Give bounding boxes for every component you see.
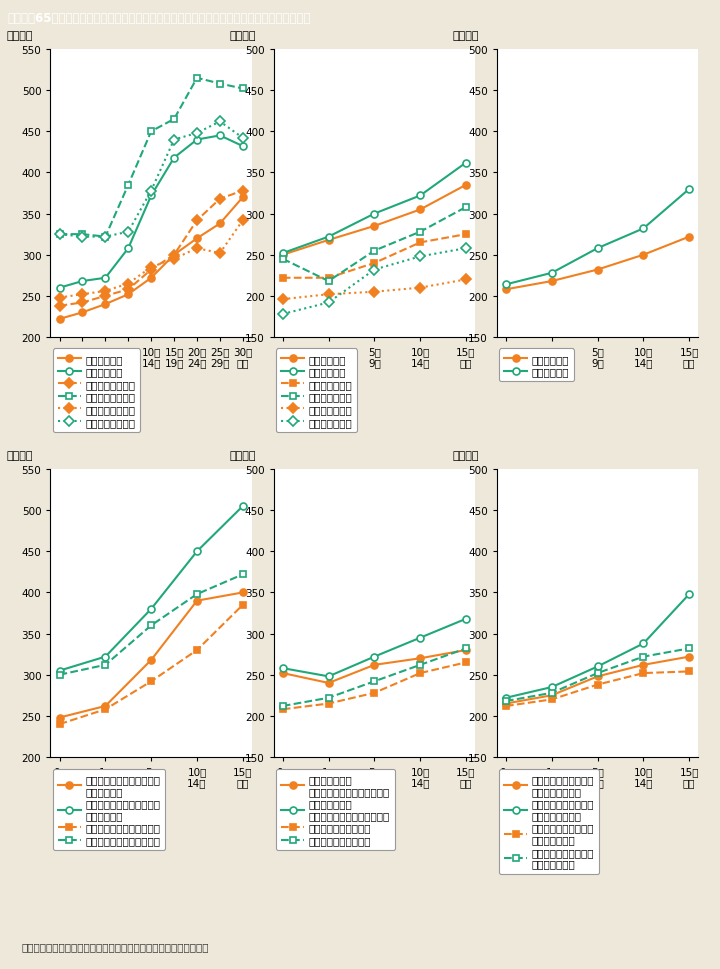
- Text: （備考）厚生労働省「令和２年賃金構造基本統計調査」より作成。: （備考）厚生労働省「令和２年賃金構造基本統計調査」より作成。: [22, 942, 209, 952]
- Text: （千円）: （千円）: [6, 451, 32, 461]
- Text: （千円）: （千円）: [229, 31, 256, 42]
- Text: （千円）: （千円）: [452, 31, 479, 42]
- Legend: 産業計（女）, 産業計（男）, 情報通信業（女）, 情報通信業（男）, 医療，福祝（女）, 医療，福祝（男）: 産業計（女）, 産業計（男）, 情報通信業（女）, 情報通信業（男）, 医療，福…: [53, 349, 140, 432]
- Legend: 看護師（女）, 看護師（男）, 准看護師（女）, 准看護師（男）, 看護助手（女）, 看護助手（男）: 看護師（女）, 看護師（男）, 准看護師（女）, 准看護師（男）, 看護助手（女…: [276, 349, 357, 432]
- Legend: 保育士（女）, 保育士（男）: 保育士（女）, 保育士（男）: [499, 349, 574, 382]
- Text: （千円）: （千円）: [452, 451, 479, 461]
- Text: （千円）: （千円）: [229, 451, 256, 461]
- Legend: 介護支援専門員
（ケアマネージャー）（女）, 介護支援専門員
（ケアマネージャー）（男）, 訪問介護従事者（女）, 訪問介護従事者（男）: 介護支援専門員 （ケアマネージャー）（女）, 介護支援専門員 （ケアマネージャー…: [276, 769, 395, 851]
- Legend: その他の社会福祝専門
職業従事者（女）, その他の社会福祝専門
職業従事者（男）, 介護職員（医療・福祝
施設等）（女）, 介護職員（医療・福祝
施設等）（男）: その他の社会福祝専門 職業従事者（女）, その他の社会福祝専門 職業従事者（男）…: [499, 769, 599, 874]
- Text: Ｉ－特－65図　所定内給与額の推移（産業別・勤続年数階級別）（職業別・経験年数階級別）: Ｉ－特－65図 所定内給与額の推移（産業別・勤続年数階級別）（職業別・経験年数階…: [7, 12, 311, 25]
- Legend: システムコンサルタント・
設計者（女）, システムコンサルタント・
設計者（男）, ソフトウェア作成者（女）, ソフトウェア作成者（男）: システムコンサルタント・ 設計者（女）, システムコンサルタント・ 設計者（男）…: [53, 769, 165, 851]
- Text: （千円）: （千円）: [6, 31, 32, 42]
